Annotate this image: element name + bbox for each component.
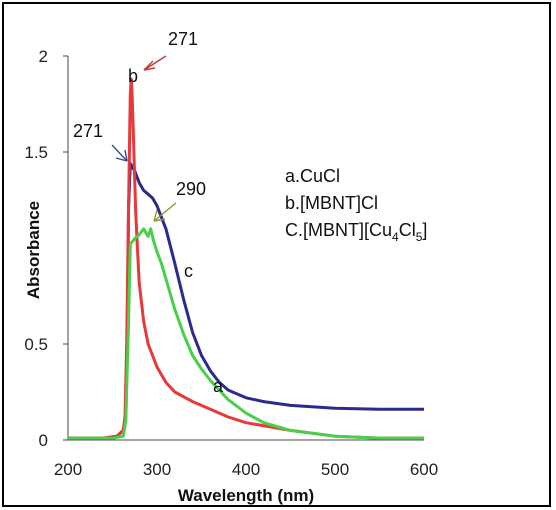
annotation-label-a: a (213, 376, 224, 396)
annotation-arrowhead-blue (115, 149, 128, 162)
x-tick-label: 400 (232, 460, 260, 479)
annotation-label-c: c (184, 261, 193, 281)
annotation-arrow-olive (153, 202, 177, 222)
legend: a.CuCl b.[MBNT]Cl C.[MBNT][Cu4Cl5] (285, 166, 427, 244)
x-tick-label: 500 (321, 460, 349, 479)
annotation-271-blue: 271 (73, 121, 103, 141)
x-axis-title: Wavelength (nm) (178, 486, 314, 505)
absorbance-chart: 200 300 400 500 600 0 0.5 1.5 2 Wavelength (nm)… (24, 29, 438, 505)
x-tick-label: 600 (410, 460, 438, 479)
x-tick-labels: 200 300 400 500 600 (54, 460, 438, 479)
annotation-arrow-red (143, 55, 167, 71)
chart-frame: 200 300 400 500 600 0 0.5 1.5 2 Wavelength (nm)… (2, 2, 551, 507)
annotation-arrowhead-olive (153, 209, 166, 222)
legend-item-a: a.CuCl (285, 166, 340, 186)
legend-item-c-tail: ] (422, 220, 427, 240)
legend-item-c-main: C.[MBNT][Cu (285, 220, 392, 240)
series-layer (68, 77, 424, 440)
legend-item-c: C.[MBNT][Cu4Cl5] (285, 220, 427, 244)
annotation-arrowhead-red (143, 60, 156, 71)
series-line-green (68, 227, 424, 440)
x-tick-label: 300 (143, 460, 171, 479)
legend-item-c-sub1: 4 (392, 230, 399, 244)
y-tick-label: 0.5 (24, 335, 48, 354)
y-axis-title: Absorbance (24, 201, 43, 299)
annotations-layer: 271 b 271 290 c a (73, 29, 224, 396)
annotation-arrow-blue (111, 144, 128, 162)
series-line-red (68, 77, 424, 440)
y-tick-label: 0 (39, 431, 48, 450)
annotation-290: 290 (176, 179, 206, 199)
legend-item-c-mid: Cl (399, 220, 416, 240)
y-tick-label: 2 (39, 47, 48, 66)
annotation-271-red: 271 (168, 29, 198, 49)
legend-item-c-sub2: 5 (416, 230, 423, 244)
annotation-label-b: b (128, 66, 138, 86)
axes-layer (67, 56, 424, 441)
x-tick-label: 200 (54, 460, 82, 479)
y-tick-labels: 0 0.5 1.5 2 (24, 47, 68, 450)
y-tick-label: 1.5 (24, 143, 48, 162)
legend-item-b: b.[MBNT]Cl (285, 193, 378, 213)
